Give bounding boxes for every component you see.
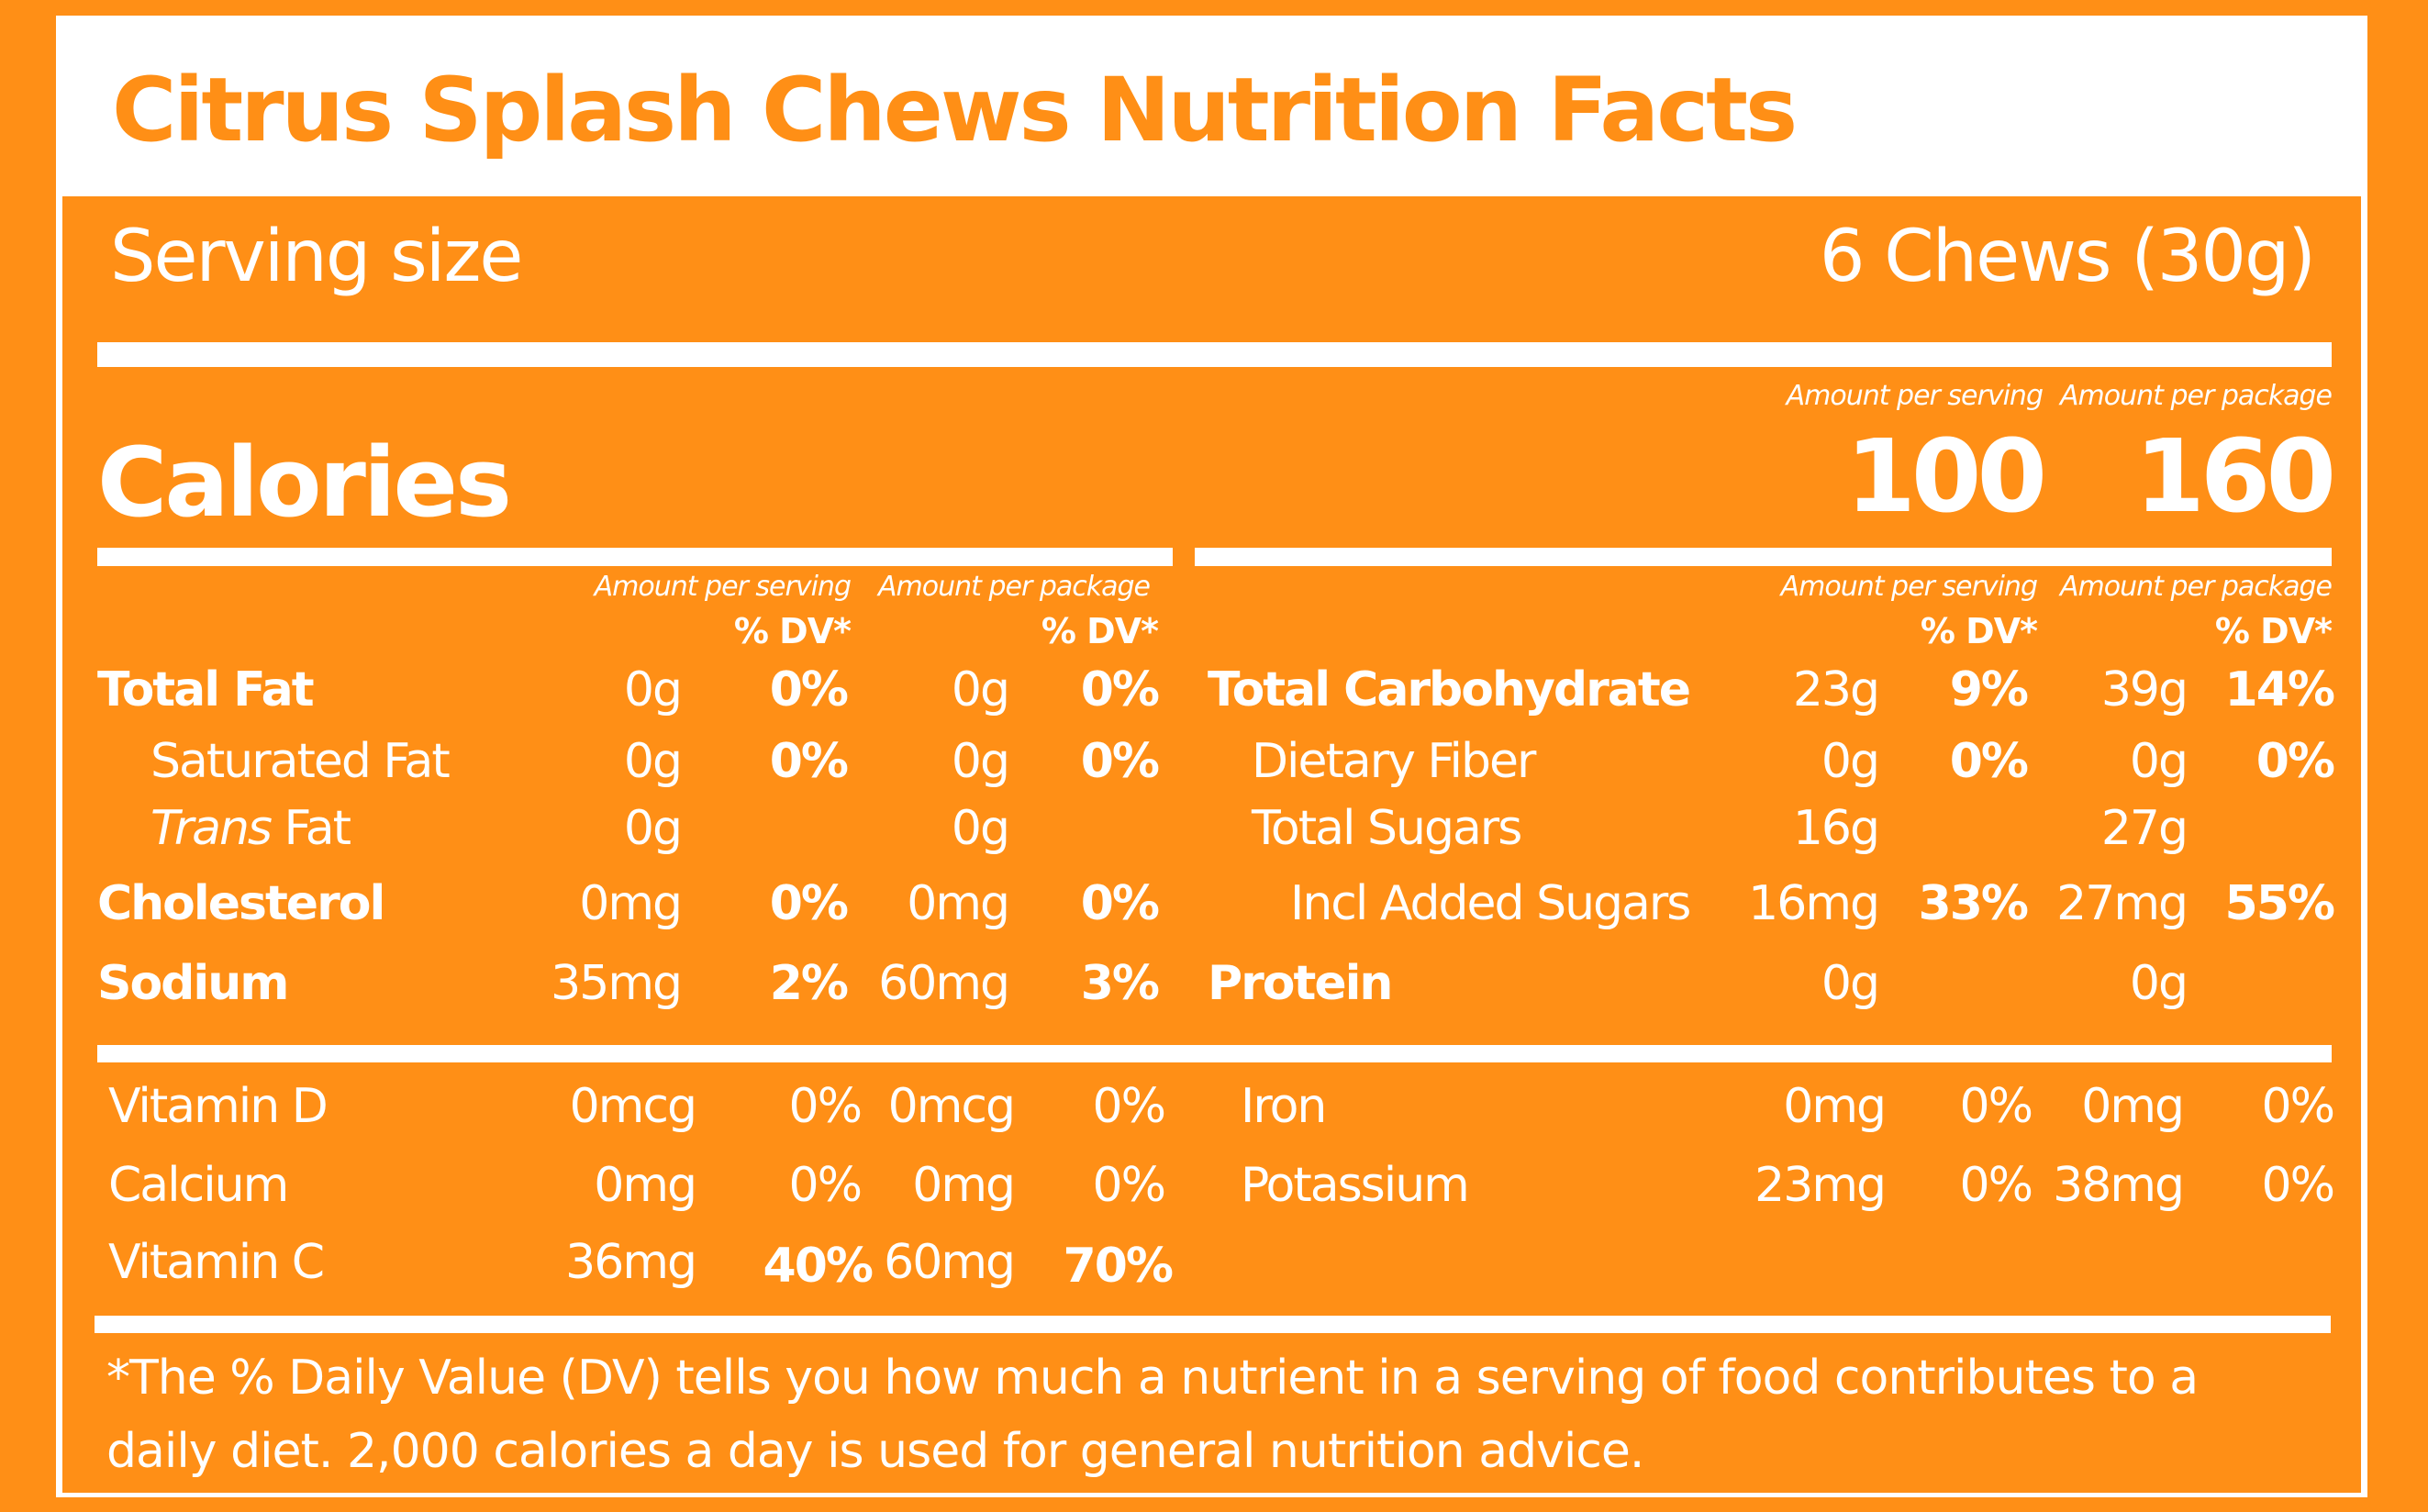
nutrient-label: Total Carbohydrate	[1208, 662, 1691, 717]
serving-amount: 0g	[1821, 956, 1880, 1011]
serving-dv: 0%	[769, 734, 849, 789]
package-amount: 27mg	[2056, 876, 2189, 931]
serving-dv: 9%	[1949, 662, 2029, 717]
nutrient-label: Total Sugars	[1252, 801, 1522, 856]
nutrient-label: Incl Added Sugars	[1290, 876, 1691, 931]
package-dv: 0%	[1080, 876, 1160, 931]
left-serving-header: Amount per serving	[594, 571, 852, 603]
serving-dv: 0%	[1959, 1158, 2033, 1213]
package-amount: 0mcg	[887, 1079, 1016, 1134]
serving-amount: 0mg	[579, 876, 683, 931]
package-amount: 0g	[951, 662, 1010, 717]
footnote: *The % Daily Value (DV) tells you how mu…	[106, 1351, 2199, 1479]
divider-vitamins	[97, 1045, 2332, 1062]
package-dv: 0%	[1080, 662, 1160, 717]
package-dv: 70%	[1063, 1239, 1174, 1294]
right-package-dv-header: % DV*	[2214, 611, 2333, 651]
serving-size-value: 6 Chews (30g)	[1819, 216, 2316, 298]
serving-amount: 0g	[623, 662, 683, 717]
serving-dv: 0%	[1949, 734, 2029, 789]
left-package-dv-header: % DV*	[1041, 611, 1159, 651]
calories-label: Calories	[97, 427, 512, 539]
package-amount: 60mg	[878, 956, 1010, 1011]
nutrient-label: Saturated Fat	[150, 734, 451, 789]
package-dv: 55%	[2224, 876, 2335, 931]
serving-amount: 0mg	[1783, 1079, 1887, 1134]
right-serving-header: Amount per serving	[1780, 571, 2038, 603]
nutrient-label: Protein	[1208, 956, 1393, 1011]
nutrient-label: Total Fat	[97, 662, 315, 717]
serving-amount: 16g	[1792, 801, 1880, 856]
package-amount: 0mg	[912, 1158, 1016, 1213]
package-amount: 0g	[2129, 734, 2189, 789]
calories-per-serving: 100	[1845, 417, 2047, 535]
package-dv: 0%	[2261, 1079, 2335, 1134]
package-amount: 0g	[951, 801, 1010, 856]
divider-footnote	[95, 1316, 2331, 1333]
serving-dv: 40%	[763, 1239, 874, 1294]
package-amount: 0mg	[2081, 1079, 2185, 1134]
serving-dv: 0%	[769, 662, 849, 717]
package-amount: 0g	[951, 734, 1010, 789]
nutrient-label: Sodium	[97, 956, 289, 1011]
nutrient-label: Dietary Fiber	[1252, 734, 1536, 789]
package-dv: 0%	[2261, 1158, 2335, 1213]
serving-amount: 16mg	[1748, 876, 1880, 931]
serving-dv: 0%	[788, 1158, 863, 1213]
serving-amount: 0g	[1821, 734, 1880, 789]
left-package-header: Amount per package	[878, 571, 1151, 603]
page-title: Citrus Splash Chews Nutrition Facts	[112, 59, 1798, 161]
nutrient-label: Trans Fat	[150, 801, 351, 856]
divider-left	[97, 548, 1173, 566]
package-dv: 0%	[1080, 734, 1160, 789]
serving-dv: 33%	[1918, 876, 2029, 931]
vitamin-label: Vitamin C	[108, 1235, 325, 1290]
left-serving-dv-header: % DV*	[733, 611, 852, 651]
serving-amount: 0mg	[594, 1158, 697, 1213]
nutrient-label: Cholesterol	[97, 876, 385, 931]
package-amount: 39g	[2100, 662, 2189, 717]
serving-amount: 36mg	[565, 1235, 697, 1290]
package-dv: 0%	[1092, 1158, 1166, 1213]
package-amount: 60mg	[884, 1235, 1016, 1290]
package-amount: 0g	[2129, 956, 2189, 1011]
package-amount: 38mg	[2053, 1158, 2185, 1213]
mineral-label: Iron	[1241, 1079, 1327, 1134]
serving-dv: 0%	[1959, 1079, 2033, 1134]
vitamin-label: Vitamin D	[108, 1079, 329, 1134]
package-dv: 3%	[1080, 956, 1160, 1011]
package-amount: 0mg	[907, 876, 1010, 931]
serving-dv: 2%	[769, 956, 849, 1011]
divider-right	[1195, 548, 2332, 566]
calories-per-package: 160	[2134, 417, 2336, 535]
serving-amount: 0g	[623, 734, 683, 789]
trans-suffix: Fat	[271, 801, 351, 856]
nutrition-panel	[62, 196, 2361, 1493]
serving-size-label: Serving size	[110, 216, 523, 298]
right-package-header: Amount per package	[2060, 571, 2333, 603]
serving-dv: 0%	[769, 876, 849, 931]
serving-amount: 23g	[1792, 662, 1880, 717]
trans-italic: Trans	[150, 801, 273, 856]
serving-amount: 0g	[623, 801, 683, 856]
package-dv: 0%	[2255, 734, 2335, 789]
package-dv: 0%	[1092, 1079, 1166, 1134]
package-dv: 14%	[2224, 662, 2335, 717]
right-serving-dv-header: % DV*	[1920, 611, 2038, 651]
divider-thick	[97, 342, 2332, 367]
mineral-label: Potassium	[1241, 1158, 1470, 1213]
calories-serving-header: Amount per serving	[1786, 380, 2044, 412]
calories-package-header: Amount per package	[2060, 380, 2333, 412]
vitamin-label: Calcium	[108, 1158, 289, 1213]
serving-amount: 35mg	[551, 956, 683, 1011]
serving-dv: 0%	[788, 1079, 863, 1134]
serving-amount: 0mcg	[569, 1079, 697, 1134]
serving-amount: 23mg	[1754, 1158, 1887, 1213]
package-amount: 27g	[2100, 801, 2189, 856]
